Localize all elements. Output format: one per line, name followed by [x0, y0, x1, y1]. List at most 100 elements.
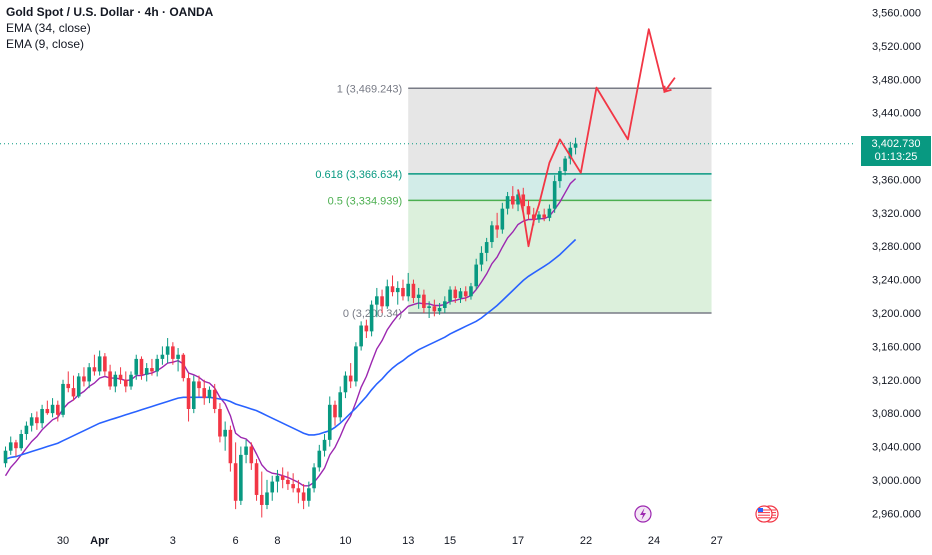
candle: [563, 156, 567, 176]
lightning-icon-bolt: [640, 508, 646, 520]
candle: [463, 286, 468, 302]
candle: [176, 348, 180, 372]
candle-body: [301, 492, 306, 501]
candle: [207, 386, 212, 404]
candle: [197, 375, 201, 397]
candle-body: [568, 147, 573, 159]
candle-body: [411, 283, 416, 298]
candle: [71, 375, 76, 401]
candle-body: [521, 194, 526, 207]
candle: [56, 400, 60, 422]
candle-body: [354, 346, 358, 382]
candle-body: [155, 358, 159, 372]
candle-body: [495, 225, 499, 230]
candle: [87, 363, 91, 389]
candle: [171, 342, 175, 365]
candle: [144, 363, 149, 382]
candle-body: [24, 425, 29, 435]
fib-level-label: 0.618 (3,366.634): [315, 169, 402, 181]
y-tick-label: 3,200.000: [872, 308, 921, 320]
candle-body: [427, 306, 431, 308]
candle: [390, 275, 395, 297]
candle: [573, 137, 578, 155]
candle: [239, 446, 243, 505]
candle-body: [123, 379, 128, 387]
candle-body: [416, 294, 421, 298]
candle-body: [108, 371, 112, 387]
candle-body: [505, 196, 510, 209]
candle-body: [239, 454, 243, 501]
candle-body: [385, 286, 390, 307]
candle: [458, 287, 463, 303]
candle: [155, 354, 159, 377]
x-tick-label: 6: [233, 535, 239, 547]
candle-body: [103, 356, 107, 372]
candle: [369, 300, 374, 337]
lightning-icon[interactable]: [634, 505, 652, 523]
candle-body: [479, 252, 484, 265]
candle-body: [469, 286, 473, 297]
fib-level-label: 1 (3,469.243): [337, 83, 402, 95]
candle: [76, 373, 81, 399]
candle: [35, 411, 39, 430]
candle: [490, 221, 494, 248]
ema34-line: [5, 238, 577, 460]
candle: [97, 350, 102, 376]
candle: [202, 379, 207, 405]
candle: [495, 212, 499, 238]
candle-body: [265, 492, 269, 505]
candle-body: [406, 283, 411, 297]
candle-body: [484, 242, 489, 253]
candle-body: [364, 325, 369, 332]
candle: [223, 421, 227, 451]
candle-body: [176, 354, 180, 359]
y-tick-label: 3,240.000: [872, 275, 921, 287]
candle: [123, 371, 128, 393]
x-tick-label: 22: [580, 535, 592, 547]
candle-body: [390, 286, 395, 293]
candle-body: [280, 475, 285, 480]
candle-body: [92, 367, 97, 372]
candle-body: [547, 208, 552, 218]
candle: [19, 429, 23, 451]
candle: [244, 439, 248, 464]
ema34-legend[interactable]: EMA (34, close): [6, 21, 91, 35]
candle: [411, 279, 416, 303]
candle-body: [35, 417, 39, 424]
candle: [129, 371, 133, 390]
us-flag-icon[interactable]: [755, 505, 779, 523]
candle: [50, 398, 55, 418]
x-tick-label: 24: [648, 535, 660, 547]
candle: [45, 400, 50, 415]
flag-canton: [758, 508, 763, 512]
candle: [118, 367, 123, 384]
candle-body: [270, 481, 275, 493]
candle-body: [443, 301, 447, 308]
x-tick-label: 13: [402, 535, 414, 547]
x-tick-label: 8: [274, 535, 280, 547]
candle: [568, 141, 573, 165]
candle-body: [395, 287, 400, 293]
candle-body: [45, 408, 50, 414]
candle-body: [76, 376, 81, 397]
y-tick-label: 3,280.000: [872, 241, 921, 253]
last-price-value: 3,402.730: [871, 137, 921, 150]
y-tick-label: 3,520.000: [872, 41, 921, 53]
x-tick-label: 15: [444, 535, 456, 547]
candle-body: [113, 374, 118, 387]
candle-body: [61, 383, 65, 415]
candle-body: [552, 181, 557, 209]
ema9-legend[interactable]: EMA (9, close): [6, 37, 85, 51]
candle-body: [66, 383, 71, 389]
candle: [416, 287, 421, 309]
candle-body: [531, 214, 536, 220]
candle: [401, 279, 405, 301]
symbol-title[interactable]: Gold Spot / U.S. Dollar · 4h · OANDA: [6, 5, 214, 19]
candle-body: [249, 446, 254, 464]
candle: [537, 211, 541, 223]
candle: [275, 469, 280, 493]
candle-body: [526, 206, 531, 215]
projection-arrowhead: [663, 85, 672, 93]
